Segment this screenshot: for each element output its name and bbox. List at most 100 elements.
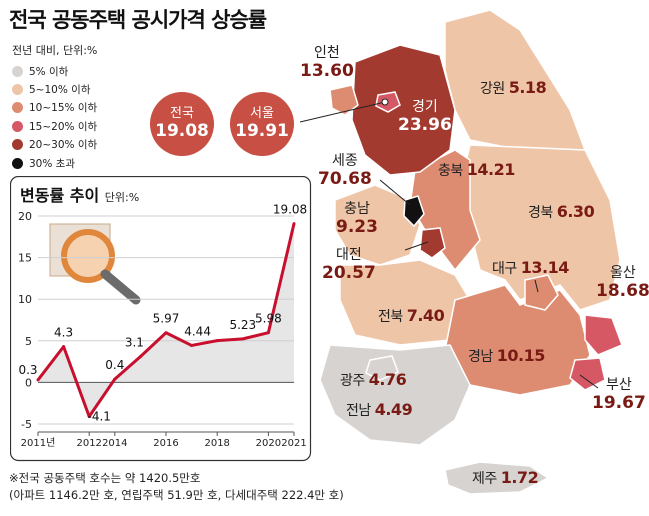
data-label: 4.3 — [54, 326, 73, 340]
data-point — [62, 345, 66, 349]
inset-title: 변동률 추이 단위:% — [20, 186, 140, 205]
page-title: 전국 공동주택 공시가격 상승률 — [9, 8, 267, 32]
magnifier-icon — [49, 223, 141, 305]
footnote: ※전국 공동주택 호수는 약 1420.5만호 (아파트 1146.2만 호, … — [9, 470, 344, 504]
x-tick-label: 2018 — [204, 438, 229, 449]
region-label-chungnam: 충남 9.23 — [336, 201, 378, 237]
data-point — [190, 343, 194, 347]
data-point — [241, 337, 245, 341]
legend-label: 5~10% 이하 — [29, 84, 91, 97]
national-value: 19.08 — [155, 121, 209, 141]
footnote-line2: (아파트 1146.2만 호, 연립주택 51.9만 호, 다세대주택 222.… — [9, 488, 344, 502]
legend-label: 5% 이하 — [29, 65, 69, 78]
data-label: 4.44 — [184, 324, 211, 338]
data-label: 0.3 — [18, 363, 37, 377]
legend-item: 10~15% 이하 — [12, 99, 97, 117]
region-ulsan-shape — [584, 314, 623, 356]
region-label-gyeongbuk: 경북 6.30 — [528, 202, 595, 221]
legend-swatch — [12, 120, 23, 132]
region-chungnam-shape — [334, 184, 421, 266]
x-tick-label: 2012 — [76, 438, 101, 449]
y-tick-label: 10 — [18, 293, 32, 306]
region-busan-shape — [569, 357, 606, 391]
seoul-bubble: 서울 19.91 — [230, 92, 294, 156]
data-label: 19.08 — [273, 203, 307, 217]
legend-label: 15~20% 이하 — [29, 120, 98, 133]
region-label-incheon: 인천 13.60 — [300, 45, 354, 81]
region-sejong-shape — [403, 195, 425, 228]
data-point — [266, 331, 270, 335]
legend-swatch — [12, 84, 23, 96]
national-bubble: 전국 19.08 — [150, 92, 214, 156]
y-tick-label: 15 — [18, 252, 32, 265]
seoul-value: 19.91 — [235, 121, 289, 141]
seoul-marker — [381, 98, 389, 106]
region-label-daegu: 대구 13.14 — [492, 258, 569, 277]
region-label-ulsan: 울산 18.68 — [596, 265, 649, 301]
daejeon-leader-line — [404, 241, 429, 251]
seoul-name: 서울 — [250, 106, 274, 121]
data-point — [292, 222, 296, 226]
legend-label: 20~30% 이하 — [29, 139, 98, 152]
data-label: 3.1 — [125, 336, 144, 350]
x-tick-label: 2021 — [281, 438, 306, 449]
data-point — [215, 339, 219, 343]
map-background — [319, 9, 623, 495]
data-point — [36, 378, 40, 382]
region-daegu-shape — [524, 274, 559, 311]
region-label-daejeon: 대전 20.57 — [322, 247, 376, 283]
region-label-jeonnam: 전남 4.49 — [346, 400, 413, 419]
region-label-jeonbuk: 전북 7.40 — [378, 306, 445, 325]
region-jeonnam-shape — [319, 344, 471, 446]
region-label-jeju: 제주 1.72 — [472, 468, 539, 487]
region-label-gwangju: 광주 4.76 — [340, 370, 407, 389]
busan-leader-line — [579, 374, 599, 389]
legend-label: 10~15% 이하 — [29, 102, 98, 115]
legend-item: 20~30% 이하 — [12, 136, 97, 154]
region-label-gangwon: 강원 5.18 — [480, 78, 547, 97]
legend: 5% 이하 5~10% 이하 10~15% 이하 15~20% 이하 20~30… — [12, 62, 97, 172]
daegu-leader-line — [534, 279, 539, 293]
data-label: 5.23 — [229, 318, 256, 332]
region-label-gyeonggi: 경기 23.96 — [398, 99, 452, 135]
inset-plot: -5 0 5 10 15 20 2011년 2012 2014 2016 2018 2020 2021 0… — [18, 203, 307, 449]
y-tick-label: 20 — [18, 210, 32, 223]
seoul-leader-line — [299, 101, 386, 123]
region-gyeonggi-shape — [351, 44, 456, 176]
y-tick-label: 0 — [25, 376, 32, 389]
data-label: 5.97 — [153, 312, 180, 326]
x-tick-label: 2011년 — [21, 437, 56, 449]
data-point — [113, 377, 117, 381]
legend-label: 30% 초과 — [29, 157, 75, 170]
y-tick-label: -5 — [21, 418, 32, 431]
x-tick-label: 2014 — [102, 438, 127, 449]
x-tick-label: 2016 — [153, 438, 178, 449]
region-gwangju-shape — [365, 355, 399, 381]
inset-area — [38, 223, 294, 417]
data-point — [138, 355, 142, 359]
data-point — [164, 331, 168, 335]
region-label-sejong: 세종 70.68 — [318, 153, 372, 189]
legend-swatch — [12, 102, 23, 114]
legend-swatch — [12, 65, 23, 77]
sejong-leader-line — [379, 179, 411, 206]
region-daejeon-shape — [419, 227, 446, 259]
legend-item: 5% 이하 — [12, 62, 97, 80]
page-subtitle: 전년 대비, 단위:% — [12, 44, 98, 57]
legend-swatch — [12, 157, 23, 169]
data-label: 0.4 — [105, 358, 124, 372]
region-jeju-shape — [444, 461, 550, 495]
region-label-busan: 부산 19.67 — [592, 377, 646, 413]
national-name: 전국 — [170, 106, 194, 121]
x-tick-label: 2020 — [256, 438, 281, 449]
legend-swatch — [12, 139, 23, 151]
legend-item: 30% 초과 — [12, 154, 97, 172]
region-label-gyeongnam: 경남 10.15 — [468, 346, 545, 365]
legend-item: 5~10% 이하 — [12, 80, 97, 98]
inset-chart: -5 0 5 10 15 20 2011년 2012 2014 2016 2018 2020 2021 0… — [10, 176, 312, 462]
leader-lines — [299, 98, 599, 389]
data-label: 5.98 — [255, 312, 282, 326]
data-point — [87, 415, 91, 419]
